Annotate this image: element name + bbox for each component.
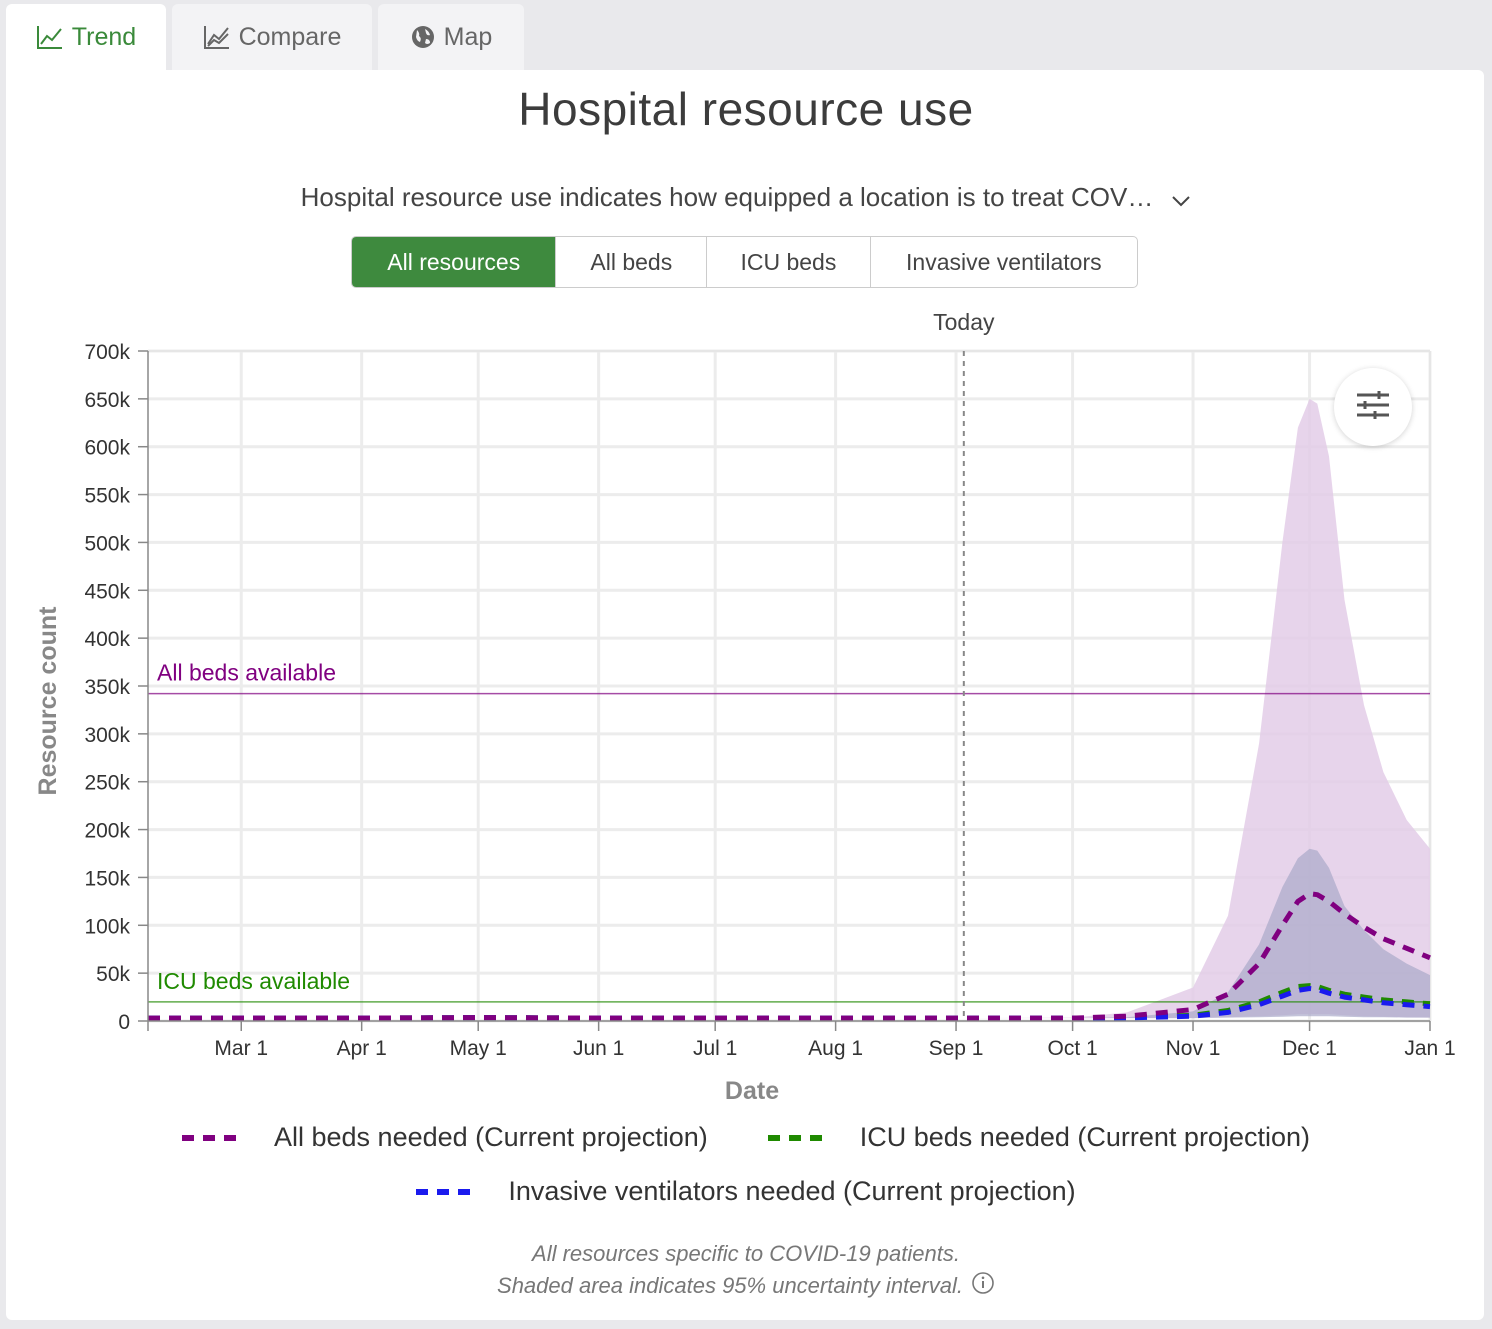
projection-lines <box>148 891 1431 1021</box>
x-tick-label: May 1 <box>450 1037 507 1060</box>
footnote-line-2-row: Shaded area indicates 95% uncertainty in… <box>0 1270 1492 1304</box>
description-text: Hospital resource use indicates how equi… <box>300 182 1154 212</box>
filter-all-resources[interactable]: All resources <box>352 237 557 287</box>
x-tick-label: Jan 1 <box>1404 1037 1455 1060</box>
x-tick-label: Apr 1 <box>337 1037 387 1060</box>
today-label: Today <box>933 309 995 335</box>
filter-invasive-ventilators[interactable]: Invasive ventilators <box>906 248 1102 275</box>
view-tabs: Trend Compare Map <box>0 0 1492 70</box>
y-tick-label: 450k <box>84 580 130 603</box>
x-tick-label: Nov 1 <box>1166 1037 1221 1060</box>
x-axis-label: Date <box>725 1077 779 1105</box>
tab-trend-label: Trend <box>71 22 137 51</box>
y-tick-label: 550k <box>84 485 130 508</box>
trend-line-icon <box>36 24 64 50</box>
legend-all-beds-label: All beds needed (Current projection) <box>274 1122 708 1152</box>
y-tick-label: 150k <box>84 867 130 890</box>
sliders-icon <box>1355 390 1391 425</box>
footnote-line-1: All resources specific to COVID-19 patie… <box>532 1241 960 1266</box>
legend-ventilators[interactable]: Invasive ventilators needed (Current pro… <box>416 1176 1076 1207</box>
resource-chart: All beds available ICU beds available Toda… <box>34 309 1456 1105</box>
reference-lines: All beds available ICU beds available Toda… <box>148 309 1430 1021</box>
legend-row-2: Invasive ventilators needed (Current pro… <box>0 1176 1492 1207</box>
y-axis-label: Resource count <box>34 606 62 796</box>
x-tick-label: Jul 1 <box>693 1037 737 1060</box>
legend-ventilators-swatch <box>416 1188 479 1195</box>
y-tick-label: 400k <box>84 628 130 651</box>
info-icon[interactable] <box>971 1271 995 1304</box>
y-tick-label: 250k <box>84 772 130 795</box>
legend-all-beds-swatch <box>182 1134 244 1141</box>
y-tick-label: 100k <box>84 915 130 938</box>
chart-settings-button[interactable] <box>1334 368 1412 446</box>
x-tick-label: Oct 1 <box>1048 1037 1098 1060</box>
tab-map[interactable]: Map <box>378 4 524 70</box>
chevron-down-icon <box>1171 184 1191 215</box>
y-tick-label: 700k <box>84 341 130 364</box>
filter-all-beds[interactable]: All beds <box>556 237 708 287</box>
description-toggle[interactable]: Hospital resource use indicates how equi… <box>0 182 1492 215</box>
chart-panel <box>6 70 1484 1320</box>
x-tick-label: Sep 1 <box>929 1037 984 1060</box>
x-tick-label: Dec 1 <box>1282 1037 1337 1060</box>
footnote: All resources specific to COVID-19 patie… <box>0 1238 1492 1304</box>
tab-compare-label: Compare <box>238 22 342 51</box>
footnote-line-2: Shaded area indicates 95% uncertainty in… <box>497 1273 963 1298</box>
legend-icu-beds-swatch <box>767 1134 830 1141</box>
tab-compare[interactable]: Compare <box>172 4 372 70</box>
legend-icu-beds-label: ICU beds needed (Current projection) <box>859 1122 1310 1152</box>
resource-filter: All resources All beds ICU beds Invasive… <box>351 236 1138 288</box>
y-tick-label: 50k <box>96 963 130 986</box>
x-tick-label: Aug 1 <box>808 1037 863 1060</box>
legend-icu-beds[interactable]: ICU beds needed (Current projection) <box>767 1122 1310 1153</box>
legend-ventilators-label: Invasive ventilators needed (Current pro… <box>508 1176 1076 1206</box>
y-tick-label: 350k <box>84 676 130 699</box>
axes: 0 50k 100k 150k 200k 250k 300k 350k 400k 450k 500k… <box>34 341 1456 1105</box>
x-tick-label: Jun 1 <box>573 1037 624 1060</box>
reference-line-label: All beds available <box>157 660 336 686</box>
page-title: Hospital resource use <box>518 83 974 135</box>
y-tick-label: 650k <box>84 389 130 412</box>
series-line-all-beds <box>148 891 1431 1021</box>
tab-map-label: Map <box>443 22 493 51</box>
x-tick-label: Mar 1 <box>214 1037 268 1060</box>
legend-all-beds[interactable]: All beds needed (Current projection) <box>182 1122 708 1153</box>
globe-icon <box>410 24 436 50</box>
y-tick-label: 200k <box>84 820 130 843</box>
legend-row-1: All beds needed (Current projection) ICU… <box>0 1122 1492 1153</box>
y-tick-label: 600k <box>84 437 130 460</box>
y-tick-label: 300k <box>84 724 130 747</box>
y-tick-label: 500k <box>84 532 130 555</box>
tab-trend[interactable]: Trend <box>6 4 166 70</box>
filter-icu-beds[interactable]: ICU beds <box>707 237 871 287</box>
y-tick-label: 0 <box>118 1011 130 1034</box>
compare-chart-icon <box>203 24 231 50</box>
reference-line-label: ICU beds available <box>157 968 350 994</box>
